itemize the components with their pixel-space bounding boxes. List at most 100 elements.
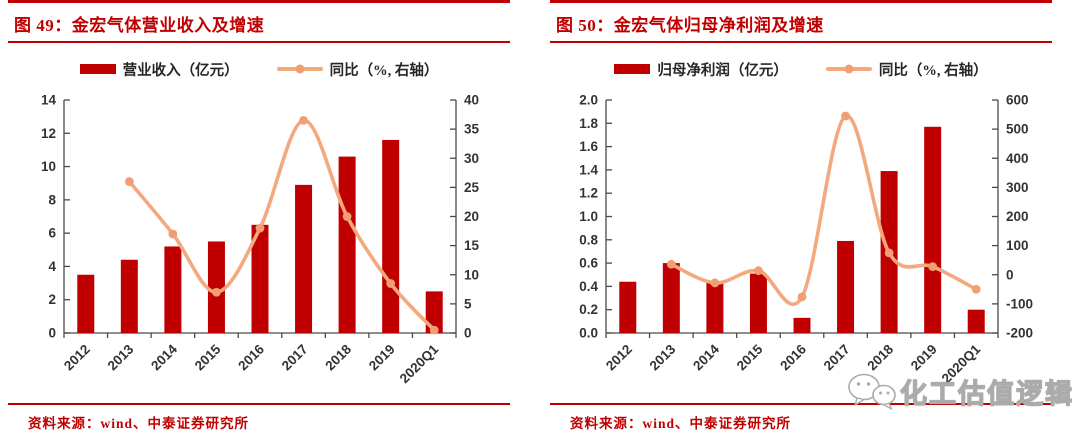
x-axis-category-label: 2016 (235, 341, 267, 373)
line-marker (255, 223, 265, 233)
x-axis-category-label: 2013 (105, 341, 137, 373)
bar (967, 309, 985, 333)
legend-label: 归母净利润（亿元） (657, 62, 788, 79)
line-swatch (825, 64, 872, 74)
x-axis-category-label: 2019 (366, 342, 398, 374)
wechat-watermark: 化工估值逻辑 (845, 371, 1074, 411)
yoy-line (127, 118, 437, 332)
legend-item-yoy-line: 同比（%, 右轴） (825, 59, 988, 80)
left-axis-label: 1.6 (579, 139, 598, 154)
right-axis-label: 400 (1006, 151, 1029, 166)
right-axis-label: 25 (464, 180, 480, 195)
x-axis-category-label: 2014 (690, 341, 722, 373)
right-axis-label: 10 (464, 267, 479, 282)
left-axis-label: 0 (48, 326, 56, 341)
bar (662, 263, 680, 333)
legend-label: 同比（%, 右轴） (878, 62, 988, 79)
line-swatch (276, 64, 323, 74)
left-axis-label: 0.6 (579, 256, 598, 271)
bar (120, 259, 138, 333)
figure-title: 图 50：金宏气体归母净利润及增速 (556, 16, 824, 35)
x-axis-category-label: 2014 (148, 341, 180, 373)
line-marker (168, 229, 178, 239)
x-axis-category-label: 2017 (821, 342, 853, 374)
right-axis-label: 35 (464, 122, 480, 137)
title-rule (8, 41, 510, 43)
bar (793, 317, 811, 333)
line-marker (841, 111, 850, 121)
left-axis-label: 1.4 (579, 162, 598, 177)
left-axis-label: 0.0 (579, 326, 598, 341)
left-axis-label: 2.0 (579, 93, 598, 108)
line-marker (124, 177, 134, 186)
x-axis-category-label: 2019 (908, 342, 940, 374)
left-axis-label: 1.0 (579, 209, 598, 224)
bar (77, 274, 95, 333)
figure-49-panel: 图 49：金宏气体营业收入及增速 营业收入（亿元） 同比（%, 右轴） 0 2 4 6… (8, 0, 510, 432)
bar (619, 281, 637, 333)
right-axis-label: -100 (1006, 296, 1033, 311)
left-axis-label: 0.4 (579, 279, 598, 294)
left-axis-label: 12 (41, 126, 56, 141)
x-axis-category-label: 2018 (322, 341, 354, 373)
bar (382, 139, 400, 333)
right-axis-label: 600 (1006, 93, 1029, 108)
line-marker (342, 212, 352, 221)
x-axis-category-label: 2015 (734, 341, 766, 373)
bar (706, 282, 724, 333)
source-note: 资料来源：wind、中泰证券研究所 (28, 416, 250, 431)
bar-swatch (614, 64, 651, 74)
left-axis-label: 14 (41, 93, 57, 108)
right-axis-label: 0 (1006, 267, 1014, 282)
right-axis-label: 5 (464, 296, 472, 311)
bar (164, 246, 182, 333)
source-note: 资料来源：wind、中泰证券研究所 (570, 416, 792, 431)
x-axis-category-label: 2015 (192, 341, 224, 373)
line-marker (710, 278, 720, 288)
chart-legend: 归母净利润（亿元） 同比（%, 右轴） (550, 57, 1052, 81)
legend-item-yoy-line: 同比（%, 右轴） (276, 59, 438, 80)
left-axis-label: 0.2 (579, 302, 598, 317)
bar (338, 156, 356, 333)
panel-top-rule (8, 0, 510, 3)
right-axis-label: 0 (464, 326, 472, 341)
left-axis-label: 10 (41, 159, 56, 174)
x-axis-category-label: 2017 (279, 342, 311, 374)
bar (251, 224, 269, 333)
bar (749, 273, 767, 333)
left-axis-label: 1.2 (579, 186, 598, 201)
title-rule (550, 41, 1052, 43)
line-marker (429, 325, 439, 335)
left-axis-label: 4 (48, 259, 56, 274)
bar (924, 126, 942, 333)
line-marker (971, 284, 981, 294)
right-axis-label: 200 (1006, 209, 1029, 224)
right-axis-label: -200 (1006, 326, 1033, 341)
line-marker (754, 266, 763, 276)
line-marker (299, 115, 308, 125)
net-profit-growth-chart: 0.0 0.2 0.4 0.6 0.8 1.0 1.2 1.4 1.6 1.8 2.0 -200 -10… (579, 93, 1033, 387)
revenue-growth-chart: 0 2 4 6 8 10 12 14 0 5 10 15 20 25 30 35 40 2012 2013 2014 2… (41, 93, 480, 387)
panel-bottom-rule (8, 403, 510, 405)
right-axis-label: 500 (1006, 122, 1029, 137)
watermark-label: 化工估值逻辑 (899, 378, 1074, 409)
right-axis-label: 100 (1006, 238, 1029, 253)
panel-top-rule (550, 0, 1052, 3)
bar-swatch (79, 64, 116, 74)
line-marker (666, 259, 676, 269)
right-axis-label: 30 (464, 151, 479, 166)
bar (837, 240, 855, 333)
left-axis-label: 1.8 (579, 116, 598, 131)
chart-legend: 营业收入（亿元） 同比（%, 右轴） (8, 57, 510, 81)
left-axis-label: 0.8 (579, 232, 598, 247)
legend-item-netprofit-bar: 归母净利润（亿元） (614, 59, 788, 80)
line-marker (884, 248, 894, 258)
line-marker (797, 292, 807, 302)
x-axis-category-label: 2018 (864, 341, 896, 373)
bar (295, 184, 313, 333)
x-axis-category-label: 2012 (603, 342, 635, 374)
wechat-icon (848, 373, 896, 410)
legend-label: 营业收入（亿元） (122, 62, 239, 79)
x-axis-category-label: 2016 (777, 341, 809, 373)
